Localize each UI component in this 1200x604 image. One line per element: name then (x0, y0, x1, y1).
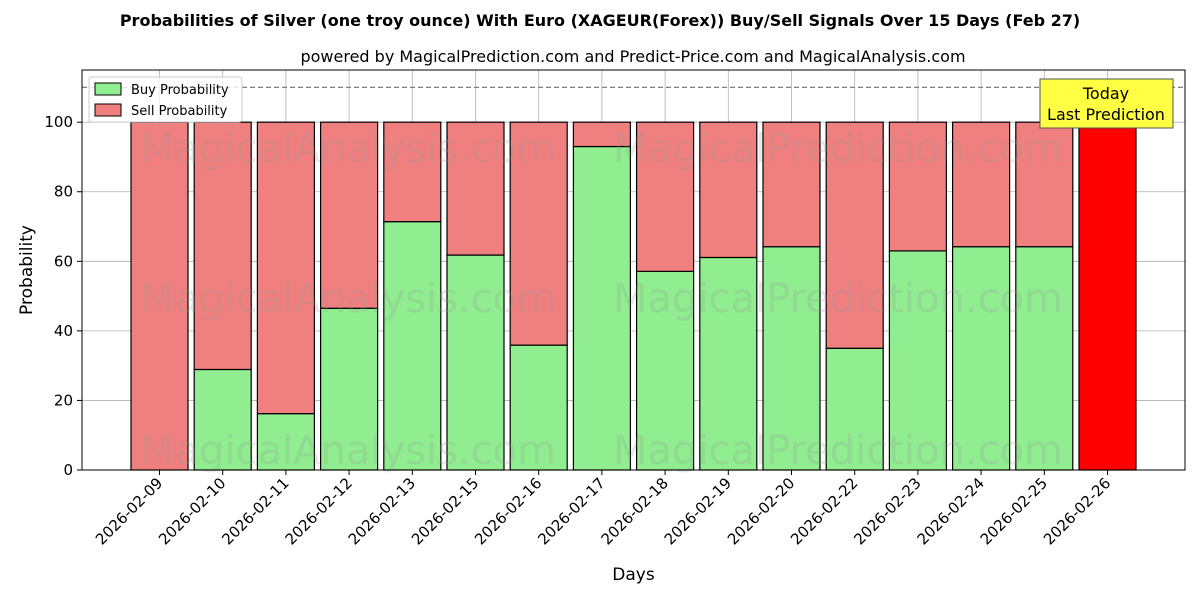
annotation-box (1039, 78, 1174, 129)
legend-label-buy: Buy Probability (131, 83, 229, 98)
plot-frame (81, 69, 1186, 471)
buy-bar (383, 221, 442, 471)
x-tick-label: 2026-02-11 (218, 474, 292, 548)
sell-bar (446, 121, 505, 256)
sell-bar (256, 121, 315, 415)
watermark-text: MagicalPrediction.com (613, 276, 1063, 322)
y-tick-label: 100 (44, 113, 73, 131)
buy-bar (888, 250, 948, 471)
buy-bar (572, 145, 632, 471)
sell-bar (193, 121, 252, 371)
sell-bar (951, 121, 1011, 248)
chart-title: Probabilities of Silver (one troy ounce)… (120, 11, 1080, 30)
sell-bar (509, 121, 568, 346)
x-tick-label: 2026-02-09 (92, 474, 166, 548)
buy-bar (762, 246, 821, 471)
y-axis-label: Probability (17, 225, 37, 315)
sell-bar (762, 121, 821, 248)
annotation-line-2: Last Prediction (1047, 105, 1165, 124)
y-tick-label: 80 (54, 183, 73, 201)
chart-subtitle: powered by MagicalPrediction.com and Pre… (300, 47, 965, 66)
x-tick-label: 2026-02-26 (1040, 474, 1114, 548)
watermark-text: MagicalPrediction.com (613, 428, 1063, 474)
x-tick-label: 2026-02-15 (408, 474, 482, 548)
x-tick-label: 2026-02-19 (661, 474, 735, 548)
x-tick-label: 2026-02-18 (598, 474, 672, 548)
sell-bar (635, 121, 695, 272)
sell-bar (888, 121, 948, 252)
x-tick-label: 2026-02-25 (977, 474, 1051, 548)
legend-box (88, 76, 243, 123)
watermark-text: MagicalAnalysis.com (140, 126, 556, 172)
sell-bar (383, 121, 442, 223)
legend-label-sell: Sell Probability (131, 104, 228, 119)
y-tick-label: 60 (54, 252, 73, 270)
sell-bar (572, 121, 632, 148)
x-tick-label: 2026-02-12 (282, 474, 356, 548)
sell-bar (825, 121, 884, 349)
annotation-line-1: Today (1082, 84, 1129, 103)
legend-swatch-buy (94, 82, 122, 96)
x-tick-label: 2026-02-16 (471, 474, 545, 548)
buy-bar (825, 347, 884, 471)
x-tick-label: 2026-02-23 (850, 474, 924, 548)
buy-bar (951, 246, 1011, 471)
y-tick-label: 20 (54, 391, 73, 409)
sell-bar (1015, 121, 1074, 248)
y-tick-label: 0 (63, 461, 73, 479)
sell-bar (699, 121, 758, 259)
watermark-text: MagicalAnalysis.com (140, 276, 556, 322)
buy-bar (635, 270, 695, 471)
x-tick-label: 2026-02-24 (914, 474, 988, 548)
watermark-text: MagicalPrediction.com (613, 126, 1063, 172)
x-tick-label: 2026-02-17 (534, 474, 608, 548)
buy-bar (256, 413, 315, 471)
sell-bar (320, 121, 379, 309)
legend-swatch-sell (94, 103, 122, 117)
x-tick-label: 2026-02-20 (724, 474, 798, 548)
y-tick-label: 40 (54, 322, 73, 340)
watermark-text: MagicalAnalysis.com (140, 428, 556, 474)
x-tick-label: 2026-02-13 (345, 474, 419, 548)
x-tick-label: 2026-02-10 (155, 474, 229, 548)
highlight-bar (1078, 121, 1137, 471)
x-tick-label: 2026-02-22 (787, 474, 861, 548)
x-axis-label: Days (612, 565, 655, 585)
